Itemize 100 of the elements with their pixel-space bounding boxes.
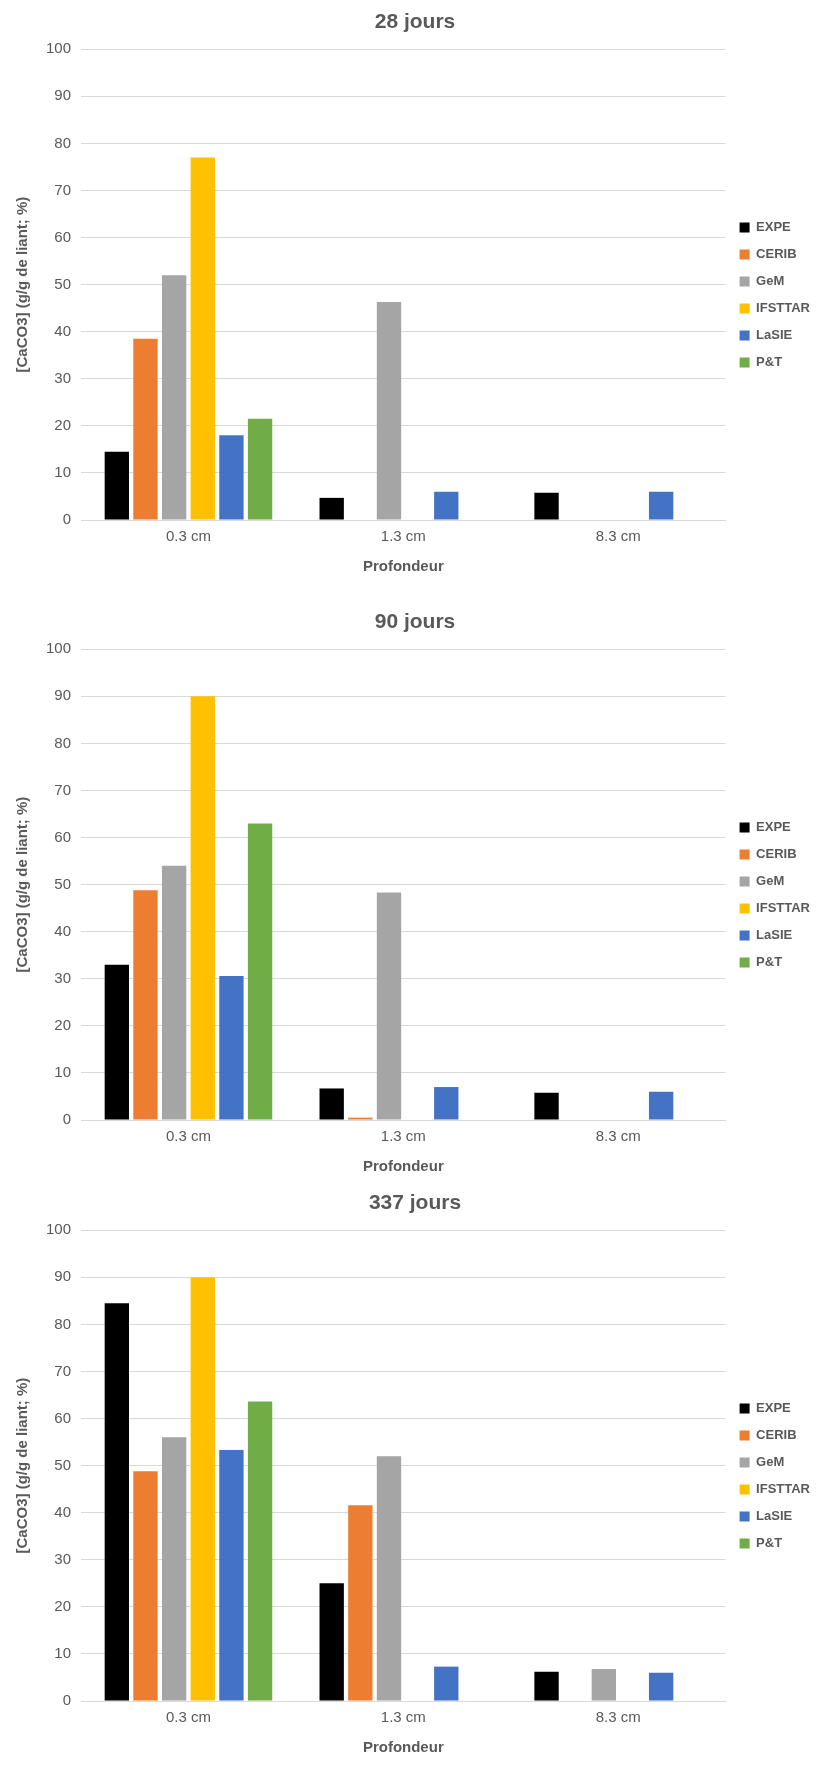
bar — [319, 497, 344, 520]
y-tick-label: 30 — [54, 1549, 72, 1567]
y-tick-label: 80 — [54, 133, 72, 151]
y-tick-label: 100 — [46, 639, 72, 657]
bar — [104, 451, 130, 520]
bar — [648, 491, 674, 520]
y-tick-label: 0 — [62, 510, 72, 528]
bar — [219, 975, 244, 1120]
bar — [534, 1092, 559, 1120]
bar — [434, 1087, 459, 1120]
x-axis-title: Profondeur — [362, 1157, 444, 1175]
x-axis-title: Profondeur — [362, 557, 444, 575]
y-tick-label: 30 — [54, 368, 72, 386]
bar — [247, 418, 273, 520]
y-tick-label: 10 — [54, 1644, 72, 1662]
bar — [534, 492, 559, 520]
bar — [534, 1671, 559, 1701]
legend-label: EXPE — [756, 819, 792, 835]
bar — [376, 1456, 402, 1701]
y-tick-label: 40 — [54, 921, 72, 939]
legend-label: EXPE — [756, 1400, 792, 1416]
bar — [190, 157, 215, 520]
legend-label: P&T — [756, 1535, 783, 1551]
x-tick-label: 0.3 cm — [165, 1708, 211, 1726]
y-tick-label: 90 — [54, 686, 72, 704]
legend-label: CERIB — [756, 846, 797, 862]
y-tick-label: 60 — [54, 227, 72, 245]
y-tick-label: 20 — [54, 1596, 72, 1614]
y-tick-label: 50 — [54, 1455, 72, 1473]
y-tick-label: 80 — [54, 1314, 72, 1332]
bar — [219, 435, 244, 520]
bar — [376, 892, 402, 1120]
y-axis-title: [CaCO3] (g/g de liant; %) — [13, 196, 31, 373]
x-tick-label: 1.3 cm — [380, 1127, 426, 1145]
y-tick-label: 0 — [62, 1110, 72, 1128]
y-tick-label: 70 — [54, 180, 72, 198]
legend-label: LaSIE — [756, 327, 793, 343]
x-tick-label: 8.3 cm — [595, 1708, 641, 1726]
y-axis-title: [CaCO3] (g/g de liant; %) — [13, 796, 31, 973]
bar — [319, 1088, 344, 1120]
chart-title: 28 jours — [374, 9, 456, 33]
y-tick-label: 40 — [54, 321, 72, 339]
bar — [434, 1666, 459, 1701]
y-axis-title: [CaCO3] (g/g de liant; %) — [13, 1377, 31, 1554]
x-tick-label: 1.3 cm — [380, 1708, 426, 1726]
y-tick-label: 50 — [54, 274, 72, 292]
legend-label: GeM — [756, 273, 785, 289]
bar — [133, 1471, 158, 1701]
bar — [247, 823, 273, 1120]
bar — [648, 1672, 674, 1701]
x-tick-label: 8.3 cm — [595, 527, 641, 545]
y-tick-label: 20 — [54, 415, 72, 433]
x-axis-title: Profondeur — [362, 1738, 444, 1756]
y-tick-label: 60 — [54, 827, 72, 845]
bar — [104, 964, 130, 1120]
y-tick-label: 90 — [54, 86, 72, 104]
bar — [219, 1450, 244, 1701]
bar — [190, 1277, 215, 1701]
y-tick-label: 60 — [54, 1408, 72, 1426]
bar — [161, 1437, 187, 1701]
y-tick-label: 10 — [54, 1063, 72, 1081]
legend-label: GeM — [756, 873, 785, 889]
legend-label: GeM — [756, 1454, 785, 1470]
legend-label: CERIB — [756, 246, 797, 262]
y-tick-label: 0 — [62, 1691, 72, 1709]
legend-label: LaSIE — [756, 1508, 793, 1524]
bar — [434, 491, 459, 520]
bar — [376, 302, 402, 520]
chart-title: 90 jours — [374, 609, 456, 633]
y-tick-label: 50 — [54, 874, 72, 892]
y-tick-label: 90 — [54, 1267, 72, 1285]
y-tick-label: 100 — [46, 1220, 72, 1238]
y-tick-label: 100 — [46, 39, 72, 57]
bar — [190, 696, 215, 1120]
y-tick-label: 10 — [54, 463, 72, 481]
bar — [104, 1303, 130, 1701]
x-tick-label: 8.3 cm — [595, 1127, 641, 1145]
y-tick-label: 70 — [54, 1361, 72, 1379]
y-tick-label: 70 — [54, 780, 72, 798]
y-tick-label: 30 — [54, 968, 72, 986]
bar — [591, 1668, 617, 1701]
legend-label: CERIB — [756, 1427, 797, 1443]
bar — [133, 338, 158, 520]
y-tick-label: 80 — [54, 733, 72, 751]
bar — [648, 1091, 674, 1120]
bar — [133, 890, 158, 1120]
legend-label: LaSIE — [756, 927, 793, 943]
chart-title: 337 jours — [368, 1190, 462, 1214]
legend-label: IFSTTAR — [756, 900, 811, 916]
x-tick-label: 1.3 cm — [380, 527, 426, 545]
bar — [348, 1505, 373, 1701]
y-tick-label: 40 — [54, 1502, 72, 1520]
y-tick-label: 20 — [54, 1015, 72, 1033]
legend-label: IFSTTAR — [756, 1481, 811, 1497]
bar — [247, 1401, 273, 1701]
bar — [161, 275, 187, 520]
bar — [161, 865, 187, 1120]
legend-label: P&T — [756, 954, 783, 970]
legend-label: IFSTTAR — [756, 300, 811, 316]
x-tick-label: 0.3 cm — [165, 1127, 211, 1145]
